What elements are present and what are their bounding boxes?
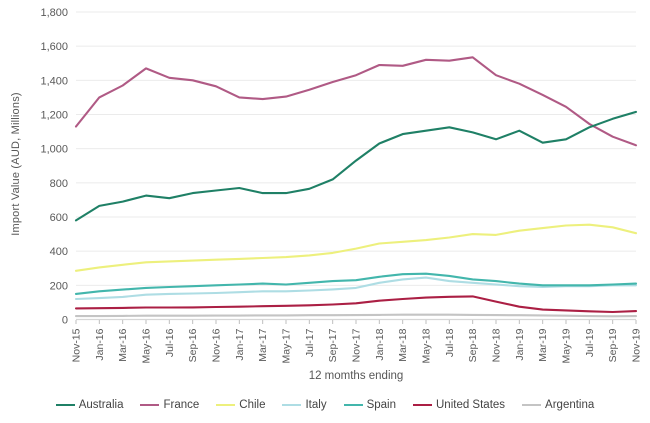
y-tick-label: 800: [50, 178, 68, 190]
legend-label: Argentina: [545, 399, 595, 411]
series-line-chile: [74, 223, 638, 272]
legend-item-france: France: [140, 399, 199, 411]
x-axis-title: 12 momths ending: [308, 370, 404, 382]
x-tick-label: Mar-16: [117, 328, 129, 361]
legend-label: Chile: [239, 399, 266, 411]
legend-swatch-icon: [216, 403, 236, 407]
legend-swatch-icon: [55, 403, 75, 407]
x-tick-label: Nov-15: [71, 328, 83, 362]
legend-swatch-icon: [413, 403, 432, 407]
x-tick-label: Jan-18: [374, 328, 386, 360]
x-tick-label: May-16: [141, 328, 153, 363]
series-line-united-states: [74, 295, 638, 314]
x-tick-label: Jan-19: [514, 328, 526, 360]
legend-item-argentina: Argentina: [522, 399, 594, 411]
legend-label: Australia: [78, 399, 124, 411]
x-tick-label: Jan-17: [234, 328, 246, 360]
x-tick-label: May-18: [421, 328, 433, 363]
x-tick-label: Sep-16: [187, 328, 199, 362]
legend-label: Italy: [305, 399, 327, 411]
series-line-argentina: [74, 313, 638, 318]
legend-item-spain: Spain: [343, 399, 396, 411]
x-tick-label: Sep-17: [327, 328, 339, 362]
legend-swatch-icon: [140, 403, 160, 407]
legend-label: Spain: [366, 399, 396, 411]
series-line-italy: [74, 276, 638, 301]
x-tick-label: Mar-18: [397, 328, 409, 361]
x-tick-label: May-17: [281, 328, 293, 363]
series-line-australia: [74, 110, 638, 222]
legend-item-italy: Italy: [282, 399, 327, 411]
y-axis-title: Import Value (AUD, Millions): [10, 92, 22, 236]
legend-swatch-icon: [343, 403, 363, 407]
y-tick-label: 0: [62, 315, 68, 327]
legend-item-united-states: United States: [413, 399, 505, 411]
legend-item-chile: Chile: [216, 399, 265, 411]
legend-label: France: [163, 399, 200, 411]
y-tick-label: 1,600: [40, 41, 68, 53]
x-tick-label: Mar-17: [257, 328, 269, 361]
y-tick-label: 1,200: [40, 110, 68, 122]
x-tick-label: May-19: [561, 328, 573, 363]
legend-label: United States: [436, 399, 506, 411]
x-tick-label: Jul-17: [304, 328, 316, 357]
legend-swatch-icon: [522, 403, 542, 407]
x-tick-label: Mar-19: [537, 328, 549, 361]
y-tick-label: 600: [50, 212, 68, 224]
y-tick-label: 1,800: [40, 7, 68, 19]
y-tick-label: 1,400: [40, 75, 68, 87]
chart-legend: Australia France Chile Italy Spain United Sta…: [0, 399, 650, 411]
x-tick-label: Nov-19: [631, 328, 643, 362]
y-tick-label: 1,000: [40, 144, 68, 156]
x-tick-label: Jul-16: [164, 328, 176, 357]
x-tick-label: Sep-19: [607, 328, 619, 362]
x-tick-label: Nov-17: [351, 328, 363, 362]
y-tick-label: 400: [50, 246, 68, 258]
y-tick-label: 200: [50, 280, 68, 292]
x-tick-label: Nov-16: [211, 328, 223, 362]
series-line-spain: [74, 272, 638, 295]
series-line-france: [74, 56, 638, 147]
legend-swatch-icon: [282, 403, 302, 407]
legend-item-australia: Australia: [55, 399, 124, 411]
x-tick-label: Jul-19: [584, 328, 596, 357]
x-tick-label: Jan-16: [94, 328, 106, 360]
x-tick-label: Sep-18: [467, 328, 479, 362]
x-tick-label: Jul-18: [444, 328, 456, 357]
x-tick-label: Nov-18: [491, 328, 503, 362]
